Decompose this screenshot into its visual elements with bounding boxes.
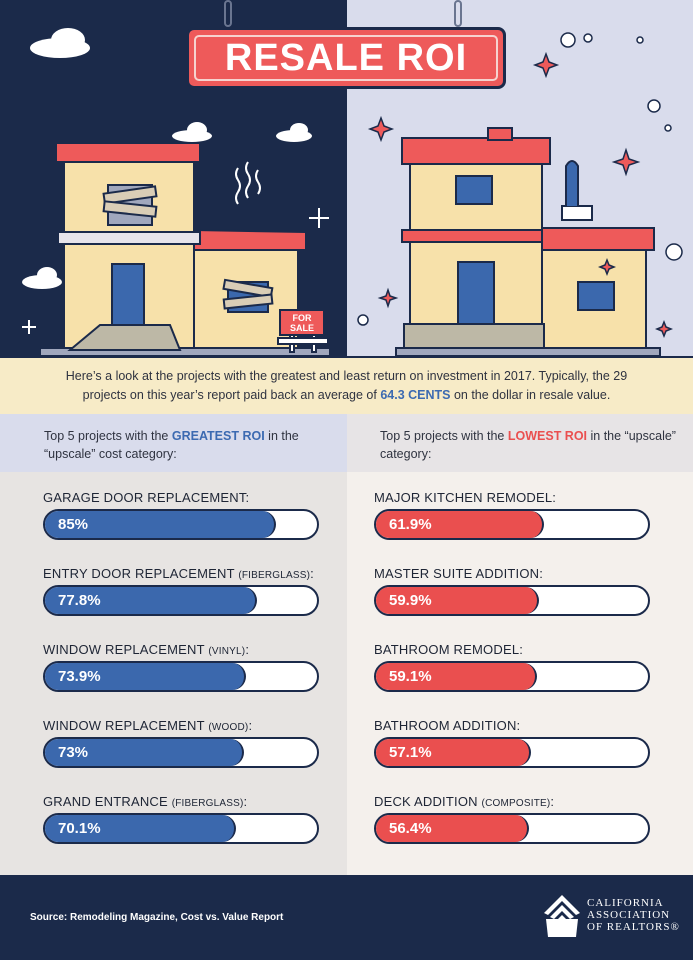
- sparkle-icon: [22, 208, 329, 334]
- bar: [376, 739, 531, 766]
- bar-track: 56.4%: [374, 813, 650, 844]
- footer: Source: Remodeling Magazine, Cost vs. Va…: [0, 875, 693, 960]
- bar-track: 70.1%: [43, 813, 319, 844]
- bar: [376, 815, 529, 842]
- bar-category-label: GARAGE DOOR REPLACEMENT:: [43, 490, 250, 505]
- bar-category-label: MASTER SUITE ADDITION:: [374, 566, 544, 581]
- bar-row: MAJOR KITCHEN REMODEL: 61.9%: [374, 490, 650, 542]
- bar-track: 77.8%: [43, 585, 319, 616]
- bar-category-label: WINDOW REPLACEMENT (WOOD):: [43, 718, 253, 733]
- bar-value-label: 61.9%: [389, 516, 432, 533]
- realtors-logo-icon: [544, 895, 580, 937]
- bar-track: 61.9%: [374, 509, 650, 540]
- greatest-roi-chart: GARAGE DOOR REPLACEMENT: 85% ENTRY DOOR RE…: [0, 472, 347, 875]
- cloud-icon: [22, 267, 62, 289]
- bar-value-label: 56.4%: [389, 820, 432, 837]
- cloud-icon: [30, 28, 90, 58]
- bar: [376, 663, 537, 690]
- bar-category-label: ENTRY DOOR REPLACEMENT (FIBERGLASS):: [43, 566, 314, 581]
- houses-illustration: [22, 28, 683, 356]
- lowest-roi-header: Top 5 projects with the LOWEST ROI in th…: [347, 414, 693, 472]
- bar: [45, 587, 257, 614]
- org-line-3: OF REALTORS®: [587, 921, 680, 933]
- lowest-header-before: Top 5 projects with the: [380, 429, 508, 443]
- sparkle-icon: [367, 51, 674, 339]
- bar-category-label: MAJOR KITCHEN REMODEL:: [374, 490, 557, 505]
- source-note: Source: Remodeling Magazine, Cost vs. Va…: [30, 912, 284, 923]
- intro-text-after: on the dollar in resale value.: [450, 388, 611, 402]
- intro-paragraph: Here’s a look at the projects with the g…: [50, 367, 643, 405]
- bar: [376, 511, 544, 538]
- cloud-icon: [172, 122, 212, 142]
- bar-track: 85%: [43, 509, 319, 540]
- org-line-2: ASSOCIATION: [587, 909, 671, 921]
- bar-value-label: 85%: [58, 516, 89, 533]
- bar-category-label: GRAND ENTRANCE (FIBERGLASS):: [43, 794, 248, 809]
- bar-row: BATHROOM REMODEL: 59.1%: [374, 642, 650, 694]
- for-sale-sign: FOR SALE: [279, 309, 325, 336]
- renovated-house: [395, 127, 661, 356]
- intro-text: Here’s a look at the projects with the g…: [0, 356, 693, 414]
- bar-category-label: DECK ADDITION (COMPOSITE):: [374, 794, 555, 809]
- title-banner-border: [194, 35, 498, 81]
- bubble-icon: [357, 32, 683, 326]
- bar-value-label: 70.1%: [58, 820, 101, 837]
- bar-row: GARAGE DOOR REPLACEMENT: 85%: [43, 490, 319, 542]
- bar-value-label: 73.9%: [58, 668, 101, 685]
- bar-row: DECK ADDITION (COMPOSITE): 56.4%: [374, 794, 650, 846]
- chain-icon: [454, 0, 462, 27]
- bar-row: MASTER SUITE ADDITION: 59.9%: [374, 566, 650, 618]
- bar-row: ENTRY DOOR REPLACEMENT (FIBERGLASS): 77.8…: [43, 566, 319, 618]
- bar: [45, 739, 244, 766]
- bar-value-label: 59.1%: [389, 668, 432, 685]
- hero-illustration: RESALE ROI FOR SALE: [0, 0, 693, 356]
- intro-text-before: Here’s a look at the projects with the g…: [65, 369, 628, 402]
- bar-value-label: 57.1%: [389, 744, 432, 761]
- chain-icon: [224, 0, 232, 27]
- cloud-icon: [276, 123, 312, 142]
- intro-highlight: 64.3 CENTS: [380, 388, 451, 402]
- greatest-header-highlight: GREATEST ROI: [171, 429, 265, 443]
- lowest-header-after: in the “upscale” category:: [380, 429, 676, 461]
- bar-track: 73.9%: [43, 661, 319, 692]
- page-title: RESALE ROI: [224, 36, 468, 79]
- bar-row: GRAND ENTRANCE (FIBERGLASS): 70.1%: [43, 794, 319, 846]
- boarded-window-icon: [102, 185, 274, 310]
- bar-category-label: BATHROOM REMODEL:: [374, 642, 524, 657]
- bar-track: 73%: [43, 737, 319, 768]
- bar-category-label: BATHROOM ADDITION:: [374, 718, 521, 733]
- bar-value-label: 77.8%: [58, 592, 101, 609]
- greatest-roi-header: Top 5 projects with the GREATEST ROI in …: [0, 414, 347, 472]
- greatest-header-after: in the “upscale” cost category:: [44, 429, 299, 461]
- bar-value-label: 59.9%: [389, 592, 432, 609]
- bar: [45, 815, 236, 842]
- bar-track: 59.1%: [374, 661, 650, 692]
- bar-track: 59.9%: [374, 585, 650, 616]
- title-banner: RESALE ROI: [186, 27, 506, 89]
- bar: [45, 663, 246, 690]
- bar-track: 57.1%: [374, 737, 650, 768]
- bar: [45, 511, 276, 538]
- greatest-header-before: Top 5 projects with the: [44, 429, 172, 443]
- bar-category-label: WINDOW REPLACEMENT (VINYL):: [43, 642, 250, 657]
- bar-value-label: 73%: [58, 744, 89, 761]
- lowest-header-highlight: LOWEST ROI: [507, 429, 588, 443]
- bar-row: BATHROOM ADDITION: 57.1%: [374, 718, 650, 770]
- organization-name: CALIFORNIA ASSOCIATION OF REALTORS®: [587, 897, 680, 933]
- org-line-1: CALIFORNIA: [587, 897, 664, 909]
- bar: [376, 587, 539, 614]
- bar-row: WINDOW REPLACEMENT (WOOD): 73%: [43, 718, 319, 770]
- smell-lines-icon: [235, 161, 261, 205]
- bar-row: WINDOW REPLACEMENT (VINYL): 73.9%: [43, 642, 319, 694]
- lowest-roi-chart: MAJOR KITCHEN REMODEL: 61.9% MASTER SUITE …: [347, 472, 693, 875]
